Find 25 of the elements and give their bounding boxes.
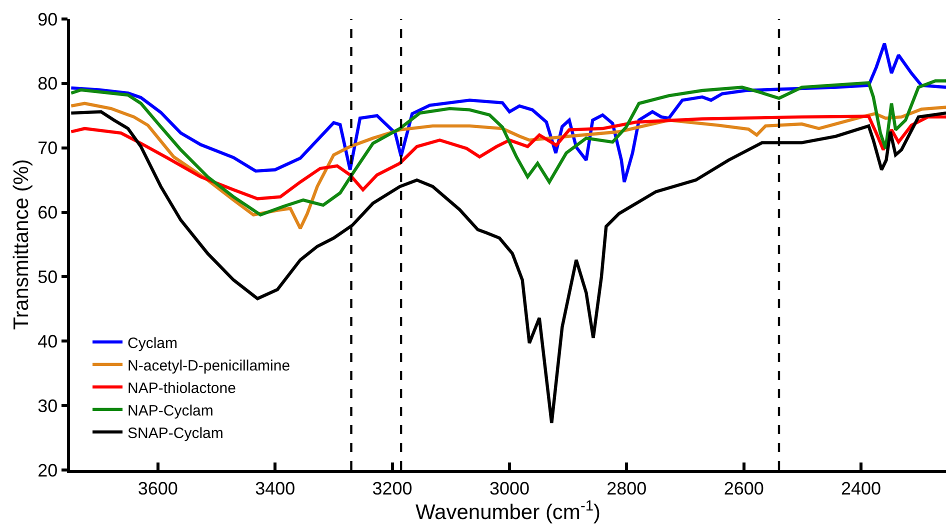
x-tick-label: 2600 [724,478,764,498]
y-tick-label: 90 [38,9,58,30]
y-tick-label: 30 [38,396,58,416]
y-tick-label: 50 [38,267,58,288]
y-tick-label: 60 [38,202,58,223]
line-series [70,42,946,184]
x-tick-label: 3200 [372,478,412,498]
line-series [70,114,946,200]
legend-label: Cyclam [128,334,178,352]
legend-label: NAP-thiolactone [128,380,236,397]
y-tick-label: 70 [38,138,58,158]
y-tick-label: 20 [38,460,58,480]
legend-label: NAP-Cyclam [128,402,214,420]
x-tick-label: 2800 [606,478,647,498]
x-tick-label: 3600 [138,478,178,498]
line-series [70,79,946,216]
y-tick-label: 80 [38,74,58,94]
x-tick-label: 2400 [841,478,882,498]
x-axis-title: Wavenumber (cm$^{-1}$) [416,498,600,524]
y-tick-label: 40 [38,331,58,352]
y-axis-title: Transmittance (%) [10,159,33,330]
legend-label: N-acetyl-D-penicillamine [128,357,290,374]
x-tick-label: 3400 [255,478,296,498]
x-tick-label: 3000 [489,478,530,498]
legend-label: SNAP-Cyclam [128,424,224,442]
